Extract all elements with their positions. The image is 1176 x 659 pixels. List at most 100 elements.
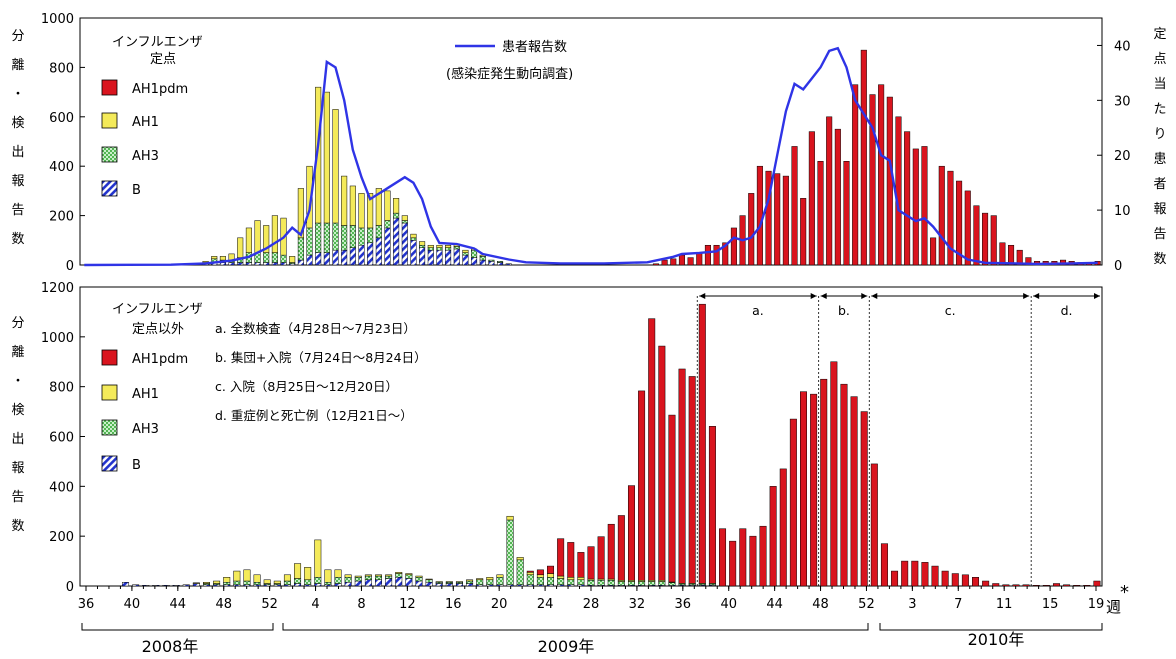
bottom-bar-AH3: [506, 519, 514, 586]
bottom-bar-AH1pdm: [536, 569, 544, 576]
top-bar-AH1: [367, 193, 374, 229]
bottom-bar-AH1pdm: [931, 565, 939, 587]
line-legend-sublabel: (感染症発生動向調査): [446, 66, 573, 82]
top-bar-B: [488, 261, 495, 266]
top-bar-AH1pdm: [869, 94, 876, 266]
top-bar-AH1pdm: [730, 227, 737, 266]
axis-label-char: 検: [11, 116, 24, 131]
bottom-y-tick-label: 0: [66, 580, 74, 595]
top-bar-AH1pdm: [652, 263, 659, 266]
top-bar-AH1pdm: [886, 96, 893, 266]
top-bar-AH1pdm: [774, 173, 781, 266]
bottom-bar-AH1: [466, 579, 474, 582]
year-label-2009: 2009年: [538, 637, 595, 656]
top-bar-B: [237, 262, 244, 266]
top-bar-AH1pdm: [852, 84, 859, 266]
top-y-tick-label: 200: [49, 210, 74, 225]
top-bar-B: [323, 252, 330, 266]
bottom-bar-AH1pdm: [607, 523, 615, 580]
bottom-bar-AH1: [223, 577, 231, 583]
top-bar-AH1: [297, 188, 304, 239]
bottom-bar-B: [152, 585, 160, 587]
bottom-bar-AH1: [192, 582, 200, 584]
top-legend-label-AH1: AH1: [132, 115, 159, 130]
x-axis-ticks: 36 40 44 48 52 4 8 12 16 20 24 28 32 36 40 44 48 52 3 7 11 15…: [78, 586, 1104, 612]
axis-label-char: 数: [11, 519, 24, 534]
axis-label-char: 報: [11, 174, 24, 189]
bottom-bar-B: [182, 584, 190, 587]
top-bar-AH1pdm: [722, 242, 729, 266]
top-bar-B: [410, 240, 417, 266]
bottom-bar-AH1pdm: [921, 562, 929, 587]
bottom-bar-B: [334, 583, 342, 587]
bottom-bar-B: [294, 583, 302, 587]
period-arrowhead: [699, 293, 706, 299]
bottom-bar-AH1pdm: [1042, 585, 1050, 587]
top-bar-B: [254, 262, 261, 266]
bottom-bar-AH1: [324, 569, 332, 583]
bottom-bar-AH3: [536, 577, 544, 586]
x-tick-label: 32: [629, 597, 646, 612]
axis-label-char: 点: [1153, 52, 1166, 67]
bottom-bar-AH1pdm: [627, 485, 635, 581]
bottom-bar-AH3: [375, 575, 382, 581]
bottom-bar-AH3: [476, 579, 484, 586]
patient-report-line: [84, 46, 1098, 267]
bottom-legend-title-2: 定点以外: [132, 322, 184, 337]
top-bar-AH3: [297, 237, 304, 261]
top-bar-AH1: [401, 215, 408, 221]
line-legend-label: 患者報告数: [502, 40, 567, 55]
top-bar-AH1pdm: [765, 170, 772, 266]
top-bar-AH1: [271, 215, 278, 253]
bottom-bar-AH1pdm: [759, 525, 767, 587]
bottom-bar-AH3: [364, 575, 372, 581]
bottom-legend-swatch-AH3: [101, 419, 118, 436]
top-bar-AH1pdm: [912, 148, 919, 266]
bottom-bar-AH3: [607, 580, 615, 586]
top-bar-AH3: [332, 222, 339, 251]
period-arrowhead: [1094, 293, 1100, 299]
bottom-bar-AH1pdm: [577, 552, 585, 578]
top-bar-AH3: [393, 212, 400, 219]
bottom-bar-AH3: [557, 578, 565, 586]
bottom-bar-AH1: [364, 574, 372, 577]
axis-label-char: 者: [1153, 177, 1166, 192]
top-bar-B: [375, 237, 382, 266]
bottom-bar-AH1: [375, 574, 382, 577]
bottom-bar-AH3: [547, 577, 555, 586]
bottom-bar-AH1pdm: [961, 574, 969, 587]
top-legend-label-AH1pdm: AH1pdm: [132, 82, 188, 97]
top-bar-AH1pdm: [947, 170, 954, 266]
bottom-bar-AH1: [294, 563, 302, 579]
bottom-bar-AH1: [567, 577, 575, 581]
top-bar-B: [393, 217, 400, 266]
bottom-bar-AH1pdm: [840, 383, 848, 587]
bottom-bar-AH3: [658, 581, 666, 586]
top-bar-AH3: [471, 249, 478, 258]
bottom-bar-B: [385, 578, 393, 587]
x-tick-label: 40: [720, 597, 737, 612]
bottom-bar-B: [415, 580, 423, 587]
bottom-bar-AH1: [304, 567, 312, 581]
axis-label-char: た: [1153, 102, 1166, 117]
top-bar-AH1: [315, 86, 322, 224]
bottom-bar-AH3: [425, 579, 433, 583]
bottom-bar-AH1: [385, 574, 393, 577]
bottom-bar-AH1: [486, 577, 494, 581]
top-bar-B: [358, 244, 365, 266]
top-bar-AH1pdm: [973, 205, 980, 266]
bottom-bar-AH1: [344, 574, 352, 578]
top-bar-AH3: [410, 237, 417, 241]
top-bar-AH3: [367, 227, 374, 244]
bottom-bar-AH1pdm: [1032, 585, 1040, 587]
bottom-bar-AH3: [466, 580, 474, 584]
bottom-bar-AH3: [223, 582, 231, 586]
top-bar-AH3: [419, 244, 426, 248]
x-tick-label: 7: [954, 597, 962, 612]
top-bar-AH3: [341, 225, 348, 251]
bottom-bar-AH1pdm: [941, 570, 949, 587]
top-bar-AH1pdm: [704, 244, 711, 266]
bottom-bar-AH3: [587, 580, 595, 586]
